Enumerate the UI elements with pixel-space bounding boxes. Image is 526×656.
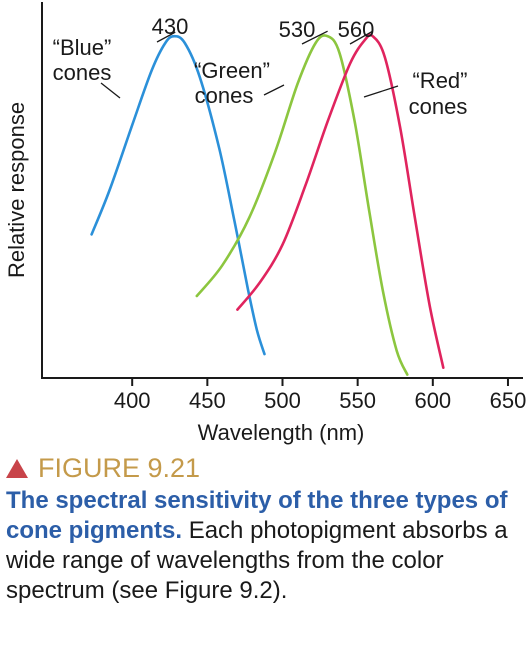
caption-bold-text: The spectral sensitivity of the three ty… <box>6 487 508 544</box>
leader-430 <box>156 31 176 43</box>
y-axis-label: Relative response <box>4 102 29 278</box>
caption-body-text: Each photopigment absorbs a wide range o… <box>6 517 508 604</box>
series-curves <box>90 33 445 376</box>
leader-blue-cones <box>100 82 121 99</box>
x-tick-label-500: 500 <box>264 388 301 413</box>
green-cones-label-line2: cones <box>195 83 254 108</box>
chart-axes <box>41 2 523 379</box>
x-tick-label-400: 400 <box>114 388 151 413</box>
leader-red-cones <box>363 85 399 98</box>
figure-heading: FIGURE 9.21 <box>6 452 522 484</box>
caption-body: The spectral sensitivity of the three ty… <box>6 486 522 606</box>
x-axis-ticks: 400 450 500 550 600 650 <box>114 378 526 413</box>
blue-cones-label-line2: cones <box>53 60 112 85</box>
triangle-marker-icon <box>6 459 28 478</box>
figure-label: FIGURE 9.21 <box>38 453 201 483</box>
green-cones-label-line1: “Green” <box>194 58 270 83</box>
figure-caption: FIGURE 9.21 The spectral sensitivity of … <box>6 452 522 606</box>
leader-530 <box>301 30 328 45</box>
annotation-leader-lines <box>100 30 399 99</box>
green-cone-curve <box>195 34 409 376</box>
leader-green-cones <box>263 84 285 96</box>
red-cone-curve <box>236 33 445 369</box>
red-cones-label-line2: cones <box>409 94 468 119</box>
spectral-sensitivity-chart: 400 450 500 550 600 650 Relative response Wav… <box>4 2 526 445</box>
red-cones-label-line1: “Red” <box>412 68 467 93</box>
x-axis-label: Wavelength (nm) <box>198 420 365 445</box>
x-tick-label-650: 650 <box>490 388 526 413</box>
x-tick-label-450: 450 <box>189 388 226 413</box>
x-tick-label-600: 600 <box>414 388 451 413</box>
peak-label-560: 560 <box>338 17 375 42</box>
peak-label-430: 430 <box>152 14 189 39</box>
x-tick-label-550: 550 <box>339 388 376 413</box>
blue-cone-curve <box>90 34 266 356</box>
blue-cones-label-line1: “Blue” <box>53 35 112 60</box>
leader-560 <box>349 30 374 45</box>
peak-label-530: 530 <box>279 17 316 42</box>
